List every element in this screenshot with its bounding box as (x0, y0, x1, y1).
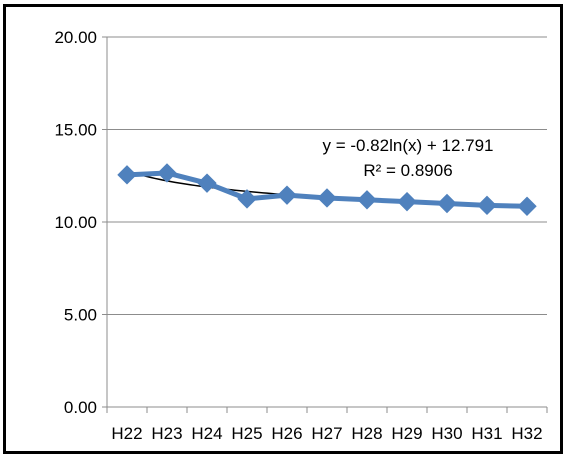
data-point-marker (477, 195, 497, 216)
axes (102, 36, 548, 413)
chart-frame (3, 4, 563, 454)
y-tick-label: 5.00 (64, 306, 97, 325)
data-point-marker (397, 191, 417, 212)
x-tick-label: H27 (311, 424, 342, 443)
x-tick-label: H23 (151, 424, 182, 443)
data-point-marker (157, 163, 177, 183)
x-tick-label: H31 (471, 424, 502, 443)
tick-labels: 0.00 5.00 10.00 15.00 20.00 H22 H23 H24 H25 H26 H2… (54, 28, 542, 443)
x-tick-label: H30 (431, 424, 462, 443)
data-point-marker (357, 190, 377, 210)
y-tick-label: 15.00 (54, 121, 97, 140)
trendline-r2: R² = 0.8906 (363, 161, 452, 180)
y-tick-label: 0.00 (64, 398, 97, 417)
x-tick-label: H25 (231, 424, 262, 443)
series-layer (117, 163, 537, 216)
y-tick-label: 20.00 (54, 28, 97, 47)
gridlines (107, 36, 547, 315)
x-tick-label: H29 (391, 424, 422, 443)
data-point-marker (317, 188, 337, 208)
trendline-equation: y = -0.82ln(x) + 12.791 (322, 136, 493, 155)
x-tick-label: H22 (111, 424, 142, 443)
data-point-marker (237, 189, 257, 209)
x-tick-label: H26 (271, 424, 302, 443)
y-tick-label: 10.00 (54, 213, 97, 232)
data-point-marker (517, 196, 537, 216)
x-tick-label: H28 (351, 424, 382, 443)
data-point-marker (117, 165, 137, 185)
x-tick-label: H32 (511, 424, 542, 443)
data-point-marker (277, 185, 297, 205)
x-tick-label: H24 (191, 424, 222, 443)
data-point-marker (437, 193, 457, 214)
data-point-marker (197, 173, 217, 193)
